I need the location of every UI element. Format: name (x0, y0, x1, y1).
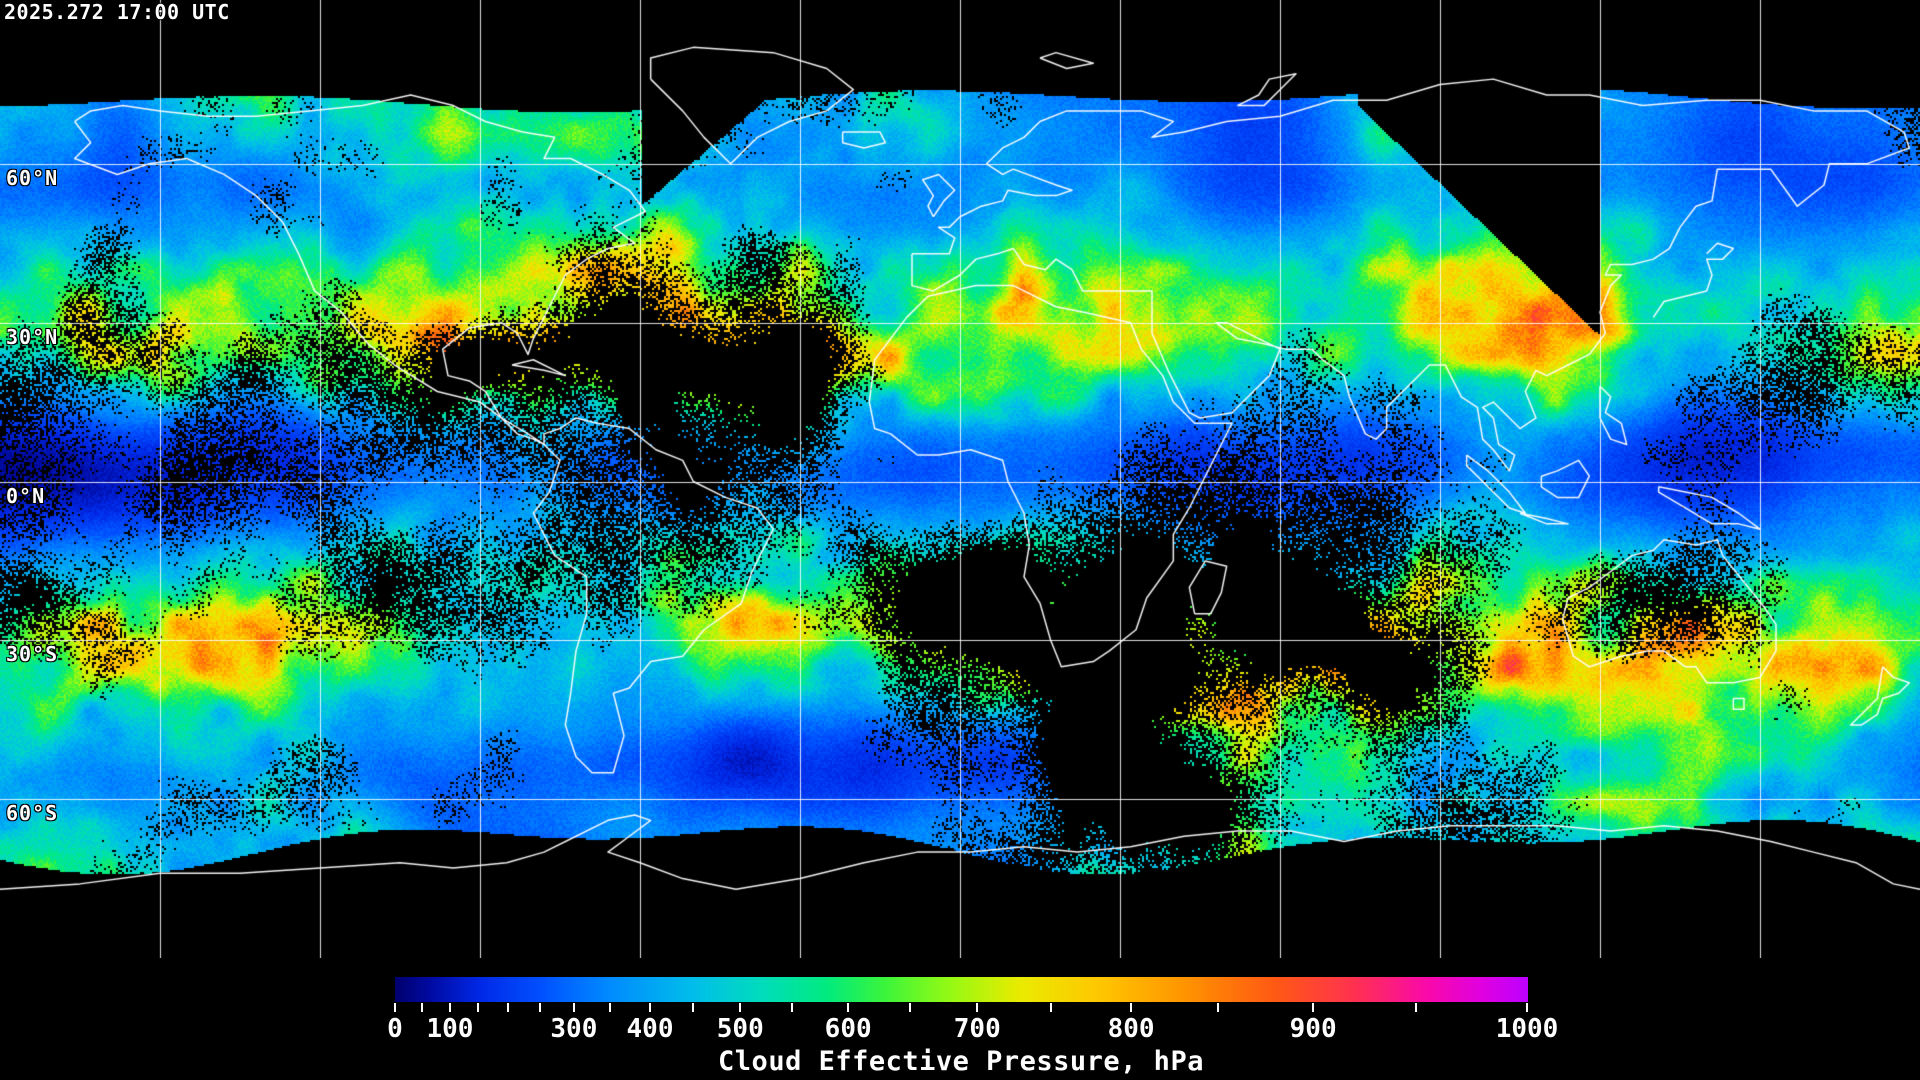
colorbar-tick-label: 0 (387, 1014, 403, 1044)
latitude-label: 30°N (6, 324, 59, 349)
colorbar-tick (448, 1003, 451, 1012)
colorbar-gradient (395, 977, 1528, 1002)
colorbar-tick (477, 1003, 480, 1012)
colorbar-tick (976, 1003, 979, 1012)
colorbar-tick (847, 1003, 850, 1012)
colorbar-tick (1049, 1003, 1052, 1012)
colorbar-tick (739, 1003, 742, 1012)
colorbar-tick (421, 1003, 424, 1012)
colorbar-tick (790, 1003, 793, 1012)
colorbar-tick (539, 1003, 542, 1012)
colorbar-tick (394, 1003, 396, 1012)
colorbar-tick (1526, 1003, 1528, 1012)
colorbar-tick (572, 1003, 575, 1012)
colorbar-tick (908, 1003, 911, 1012)
latitude-label: 0°N (6, 483, 46, 508)
colorbar-tick (507, 1003, 510, 1012)
colorbar-tick (609, 1003, 612, 1012)
colorbar-tick-label: 300 (550, 1014, 598, 1044)
latitude-label: 60°S (6, 801, 59, 826)
colorbar-tick-label: 500 (716, 1014, 764, 1044)
colorbar-tick (1414, 1003, 1417, 1012)
colorbar-title: Cloud Effective Pressure, hPa (718, 1046, 1204, 1077)
timestamp-label: 2025.272 17:00 UTC (4, 0, 230, 24)
colorbar-tick-label: 400 (626, 1014, 674, 1044)
cloud-pressure-map (0, 0, 1920, 958)
colorbar-tick (1217, 1003, 1220, 1012)
colorbar-tick-label: 700 (953, 1014, 1001, 1044)
colorbar-tick-label: 800 (1107, 1014, 1155, 1044)
latitude-label: 60°N (6, 165, 59, 190)
colorbar-tick (649, 1003, 652, 1012)
colorbar-tick-label: 1000 (1495, 1014, 1559, 1044)
colorbar-tick (1312, 1003, 1315, 1012)
colorbar-tick-label: 100 (426, 1014, 474, 1044)
latitude-label: 30°S (6, 642, 59, 667)
colorbar-tick (692, 1003, 695, 1012)
colorbar-tick (1130, 1003, 1133, 1012)
colorbar-tick-label: 600 (824, 1014, 872, 1044)
colorbar-tick-label: 900 (1289, 1014, 1337, 1044)
